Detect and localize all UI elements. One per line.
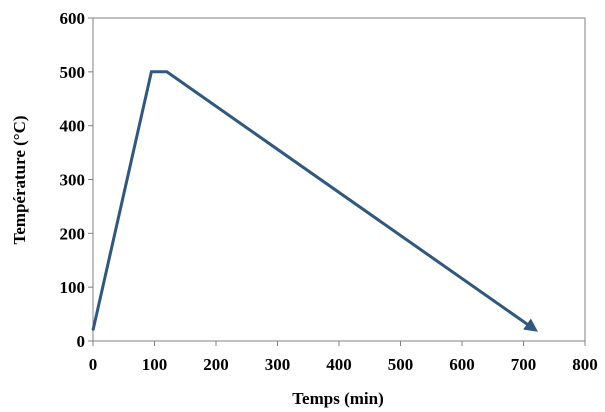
x-tick-label: 100 [142, 355, 168, 374]
x-tick-label: 500 [388, 355, 414, 374]
y-tick-label: 600 [60, 9, 86, 28]
x-tick-label: 200 [203, 355, 229, 374]
y-tick-label: 400 [60, 117, 86, 136]
x-tick-label: 700 [511, 355, 537, 374]
data-point [150, 71, 153, 73]
x-tick-label: 600 [449, 355, 475, 374]
y-tick-label: 500 [60, 63, 86, 82]
y-axis-ticks: 0 100 200 300 400 500 600 [60, 9, 93, 351]
plot-area-frame [92, 17, 586, 342]
y-tick-label: 200 [60, 224, 86, 243]
x-tick-label: 400 [326, 355, 352, 374]
x-tick-label: 300 [265, 355, 291, 374]
data-point [92, 329, 94, 332]
y-tick-label: 0 [77, 332, 86, 351]
data-points [92, 71, 537, 332]
x-axis-title: Temps (min) [292, 389, 383, 408]
x-axis-ticks: 0 100 200 300 400 500 600 700 800 [89, 341, 598, 374]
y-tick-label: 300 [60, 171, 86, 190]
temperature-series-line [91, 70, 539, 332]
y-tick-label: 100 [60, 278, 86, 297]
x-tick-label: 0 [89, 355, 98, 374]
data-point [166, 71, 168, 73]
data-point [535, 329, 537, 332]
y-axis-title: Température (°C) [10, 115, 29, 244]
x-tick-label: 800 [572, 355, 598, 374]
